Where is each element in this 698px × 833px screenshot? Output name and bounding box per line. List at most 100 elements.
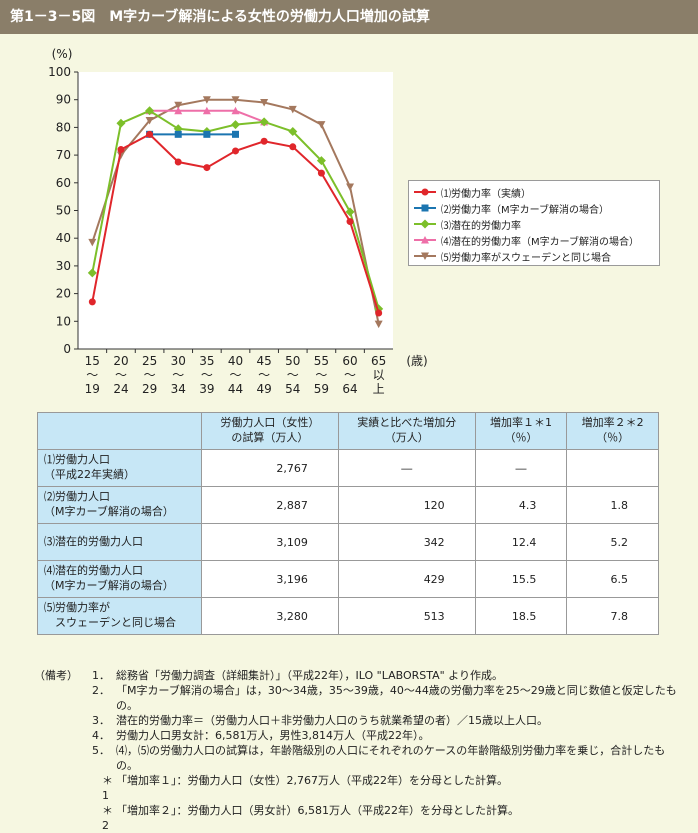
data-point: [374, 320, 383, 329]
data-point: [289, 143, 297, 151]
x-tick-label: 59: [314, 382, 329, 396]
x-tick-label: 24: [113, 382, 128, 396]
figure-number: 第1－3－5図: [10, 9, 96, 25]
x-tick-label: ～: [115, 368, 127, 382]
x-tick-label: ～: [229, 368, 241, 382]
col-header: 実績と比べた増加分 （万人）: [337, 412, 476, 450]
y-tick-label: 90: [56, 93, 71, 107]
table-row: ⑶潜在的労働力人口 3,109 342 12.4 5.2: [37, 523, 659, 561]
data-point: [117, 146, 125, 154]
x-tick-label: 20: [113, 354, 128, 368]
legend-item: ⑷潜在的労働力率（M字カーブ解消の場合）: [413, 232, 659, 248]
data-point: [88, 298, 96, 306]
chart-legend: ⑴労働力率（実績） ⑵労働力率（M字カーブ解消の場合） ⑶潜在的労働力率 ⑷潜在的労働…: [408, 180, 660, 266]
row-label: ⑴労働力人口 （平成22年実績）: [37, 449, 202, 487]
x-tick-label: 40: [228, 354, 243, 368]
x-tick-label: 50: [285, 354, 300, 368]
note-item: 5． ⑷，⑸の労働力人口の試算は，年齢階級別の人口にそれぞれのケースの年齢階級別…: [34, 743, 684, 773]
table-cell: 18.5: [474, 597, 568, 635]
table-cell: 513: [337, 597, 476, 635]
data-point: [260, 137, 268, 145]
x-tick-label: 上: [373, 382, 385, 396]
data-point: [316, 156, 326, 166]
footnote-mark: ＊1: [102, 774, 113, 802]
data-point: [203, 164, 211, 172]
table-cell: 120: [337, 486, 476, 524]
data-point: [345, 207, 355, 217]
note-item: 3． 潜在的労働力率＝（労働力人口＋非労働力人口のうち就業希望の者）／15歳以上…: [34, 713, 684, 728]
data-point: [231, 120, 240, 130]
note-number: 5．: [92, 744, 110, 757]
data-point: [346, 218, 354, 226]
data-point: [174, 101, 183, 110]
legend-swatch: [414, 219, 436, 229]
y-unit-label: (%): [52, 47, 73, 61]
legend-label: ⑴労働力率（実績）: [441, 188, 531, 200]
x-tick-label: 15: [85, 354, 100, 368]
y-tick-label: 100: [48, 65, 71, 79]
data-point: [202, 106, 211, 115]
legend-label: ⑶潜在的労働力率: [441, 220, 521, 232]
note-item: （備考） 1． 総務省「労働力調査（詳細集計）」（平成22年），ILO "LAB…: [34, 668, 684, 683]
table-cell: 5.2: [566, 523, 659, 561]
table-cell: 12.4: [474, 523, 568, 561]
x-tick-label: 49: [256, 382, 271, 396]
legend-label: ⑸労働力率がスウェーデンと同じ場合: [441, 252, 611, 264]
x-tick-label: 30: [171, 354, 186, 368]
table-cell: 429: [337, 560, 476, 598]
footnote-mark: ＊2: [102, 804, 113, 832]
data-point: [146, 130, 154, 138]
legend-swatch: [414, 252, 436, 260]
footnote-item: ＊2 「増加率２」：労働力人口（男女計）6,581万人（平成22年）を分母とした…: [34, 803, 684, 833]
figure-title-bar: 第1－3－5図 M字カーブ解消による女性の労働力人口増加の試算: [0, 0, 698, 34]
x-tick-label: 64: [342, 382, 357, 396]
data-point: [87, 268, 97, 278]
data-point: [116, 151, 125, 160]
data-point: [317, 169, 325, 177]
note-item: 2． 「M字カーブ解消の場合」は，30～34歳，35～39歳，40～44歳の労働…: [34, 683, 684, 713]
table-row: ⑸労働力率が スウェーデンと同じ場合 3,280 513 18.5 7.8: [37, 597, 659, 635]
x-tick-label: 65: [371, 354, 386, 368]
y-tick-label: 60: [56, 176, 71, 190]
x-tick-label: ～: [86, 368, 98, 382]
footnote-text: 「増加率２」：労働力人口（男女計）6,581万人（平成22年）を分母とした計算。: [116, 804, 519, 817]
x-tick-label: 44: [228, 382, 243, 396]
x-tick-label: 54: [285, 382, 300, 396]
notes-heading: （備考）: [34, 669, 78, 682]
table-corner: [37, 412, 202, 450]
y-tick-label: 10: [56, 314, 71, 328]
legend-item: ⑶潜在的労働力率: [413, 216, 659, 232]
table-cell: 15.5: [474, 560, 568, 598]
row-label: ⑷潜在的労働力人口 （M字カーブ解消の場合）: [37, 560, 202, 598]
data-point: [231, 106, 240, 115]
table-cell: 3,280: [201, 597, 339, 635]
table-row: ⑵労働力人口 （M字カーブ解消の場合） 2,887 120 4.3 1.8: [37, 486, 659, 524]
data-point: [288, 105, 297, 114]
y-tick-label: 70: [56, 148, 71, 162]
x-tick-label: ～: [344, 368, 356, 382]
y-tick-label: 20: [56, 287, 71, 301]
data-point: [421, 188, 429, 196]
table-cell: ―: [474, 449, 568, 487]
y-tick-label: 0: [63, 342, 71, 356]
x-tick-label: ～: [144, 368, 156, 382]
y-tick-label: 80: [56, 120, 71, 134]
data-point: [145, 106, 155, 116]
data-point: [174, 130, 182, 138]
series-1: [88, 130, 383, 317]
data-point: [174, 158, 182, 166]
note-text: 労働力人口男女計：6,581万人，男性3,814万人（平成22年）。: [116, 729, 430, 742]
data-point: [421, 252, 429, 260]
legend-item: ⑵労働力率（M字カーブ解消の場合）: [413, 200, 659, 216]
row-label: ⑶潜在的労働力人口: [37, 523, 202, 561]
table-cell: [566, 449, 659, 487]
table-row: ⑷潜在的労働力人口 （M字カーブ解消の場合） 3,196 429 15.5 6.5: [37, 560, 659, 598]
note-text: ⑷，⑸の労働力人口の試算は，年齢階級別の人口にそれぞれのケースの年齢階級別労働力…: [116, 744, 666, 772]
legend-item: ⑴労働力率（実績）: [413, 184, 659, 200]
data-point: [203, 130, 211, 138]
data-point: [346, 183, 355, 191]
x-tick-label: ～: [315, 368, 327, 382]
table-cell: 6.5: [566, 560, 659, 598]
table-cell: 1.8: [566, 486, 659, 524]
data-point: [88, 238, 97, 247]
